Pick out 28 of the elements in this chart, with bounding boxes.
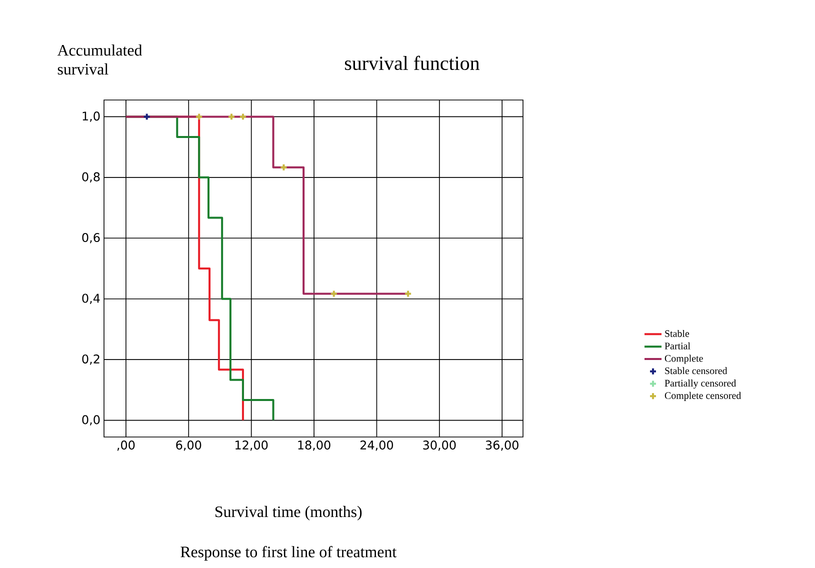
- point: [280, 163, 288, 172]
- point: [142, 112, 151, 121]
- chart-title: survival function: [344, 56, 480, 70]
- y-tick-label: 0,6: [82, 233, 100, 244]
- legend-label: Complete censored: [664, 392, 742, 401]
- point: [404, 290, 412, 298]
- y-tick-label: 0,8: [82, 172, 100, 183]
- x-tick-label: 12,00: [236, 440, 268, 451]
- point: [330, 290, 338, 298]
- point: [195, 112, 204, 121]
- y-tick-label: 0,2: [82, 354, 100, 365]
- legend-label: Stable censored: [665, 367, 728, 374]
- legend-label: Partially censored: [664, 380, 736, 389]
- text: Response to first line of treatment: [180, 546, 397, 561]
- legend-label: Partial: [664, 342, 690, 350]
- x-tick-label: 36,00: [486, 440, 518, 451]
- y-tick-label: 0,0: [82, 415, 100, 426]
- y-tick-label: 1,0: [82, 112, 100, 122]
- x-axis-title: Survival time (months): [215, 506, 362, 520]
- y-axis-title: Accumulated survival: [57, 44, 142, 75]
- x-tick-label: 6,00: [176, 440, 202, 451]
- x-tick-label: 18,00: [298, 440, 330, 451]
- x-tick-label: ,00: [117, 440, 135, 451]
- y-tick-label: 0,4: [82, 294, 100, 304]
- legend-label: Stable: [665, 330, 690, 337]
- x-tick-label: 24,00: [360, 440, 394, 451]
- x-tick-label: 30,00: [423, 440, 456, 451]
- legend-label: Complete: [664, 354, 703, 364]
